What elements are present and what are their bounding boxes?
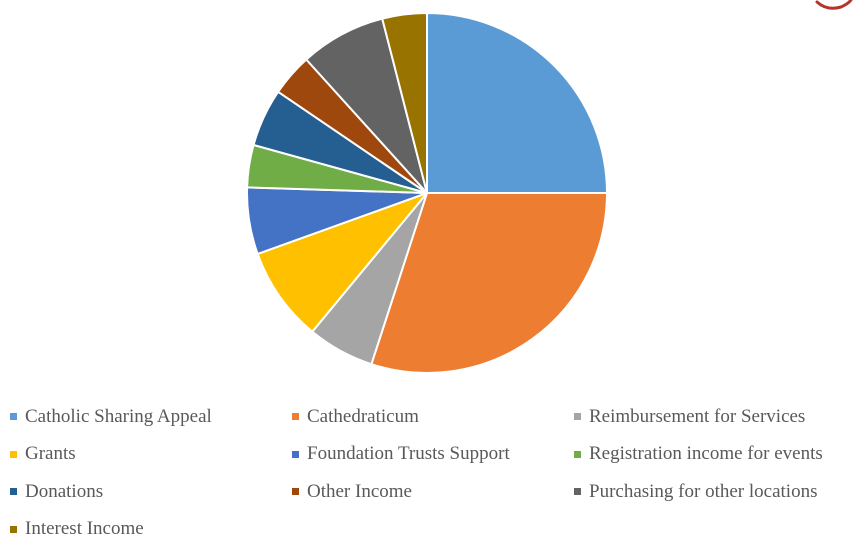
legend-swatch — [10, 451, 17, 458]
legend-item: Registration income for events — [574, 436, 853, 474]
legend-item: Grants — [10, 436, 292, 474]
legend-label: Catholic Sharing Appeal — [25, 406, 212, 428]
legend-swatch — [574, 488, 581, 495]
legend-item: Other Income — [292, 473, 574, 511]
legend-swatch — [574, 451, 581, 458]
legend-swatch — [10, 488, 17, 495]
legend-label: Other Income — [307, 481, 412, 503]
legend-label: Interest Income — [25, 518, 144, 540]
legend-item: Foundation Trusts Support — [292, 436, 574, 474]
legend-item: Donations — [10, 473, 292, 511]
legend-item: Reimbursement for Services — [574, 398, 853, 436]
pie-chart — [0, 0, 853, 395]
legend-swatch — [292, 413, 299, 420]
legend-swatch — [292, 488, 299, 495]
legend-item: Cathedraticum — [292, 398, 574, 436]
legend-label: Registration income for events — [589, 443, 823, 465]
legend-item: Catholic Sharing Appeal — [10, 398, 292, 436]
legend-swatch — [292, 451, 299, 458]
pie-slices — [247, 13, 607, 373]
legend-swatch — [574, 413, 581, 420]
legend-swatch — [10, 526, 17, 533]
legend-label: Grants — [25, 443, 76, 465]
legend-item: Purchasing for other locations — [574, 473, 853, 511]
legend-label: Purchasing for other locations — [589, 481, 817, 503]
legend-label: Donations — [25, 481, 103, 503]
legend-label: Cathedraticum — [307, 406, 419, 428]
pie-slice-catholic-sharing-appeal — [427, 13, 607, 193]
legend-label: Reimbursement for Services — [589, 406, 805, 428]
legend-label: Foundation Trusts Support — [307, 443, 510, 465]
legend-item: Interest Income — [10, 511, 292, 548]
legend-swatch — [10, 413, 17, 420]
corner-brand-mark — [793, 0, 853, 14]
chart-legend: Catholic Sharing Appeal Cathedraticum Reim… — [10, 398, 853, 548]
